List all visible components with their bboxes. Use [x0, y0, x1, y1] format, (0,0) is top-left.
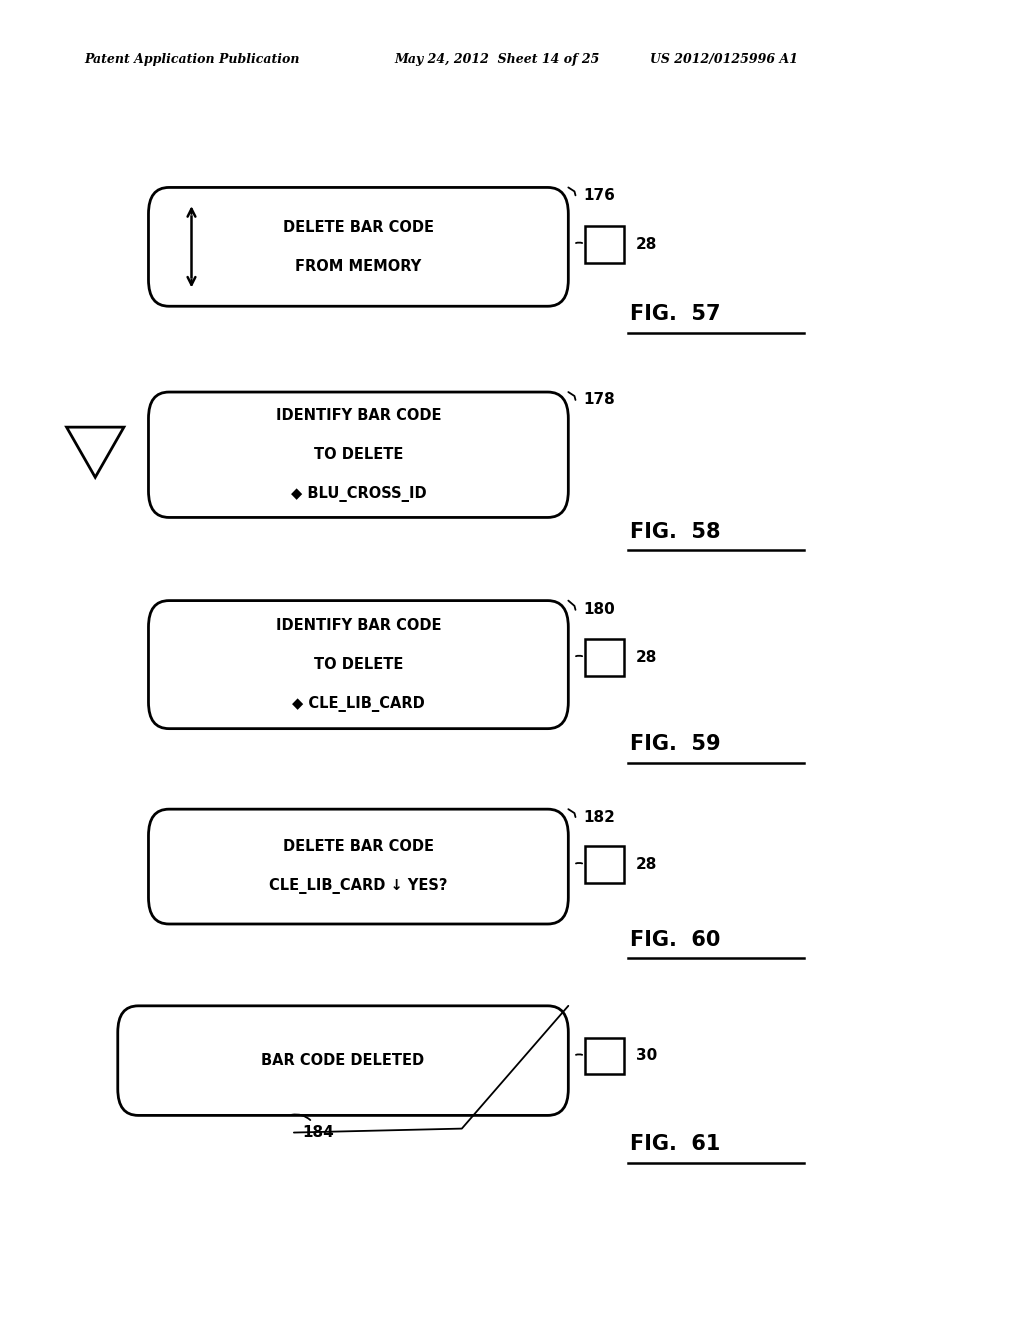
- Text: ◆ CLE_LIB_CARD: ◆ CLE_LIB_CARD: [292, 696, 425, 713]
- Text: US 2012/0125996 A1: US 2012/0125996 A1: [650, 53, 799, 66]
- Text: IDENTIFY BAR CODE: IDENTIFY BAR CODE: [275, 408, 441, 422]
- Text: FIG.  58: FIG. 58: [630, 521, 720, 543]
- Text: ◆ BLU_CROSS_ID: ◆ BLU_CROSS_ID: [291, 486, 426, 503]
- Text: IDENTIFY BAR CODE: IDENTIFY BAR CODE: [275, 618, 441, 632]
- FancyBboxPatch shape: [148, 809, 568, 924]
- Text: 28: 28: [636, 649, 657, 665]
- Text: 30: 30: [636, 1048, 657, 1064]
- Text: DELETE BAR CODE: DELETE BAR CODE: [283, 840, 434, 854]
- Text: BAR CODE DELETED: BAR CODE DELETED: [261, 1053, 425, 1068]
- Text: TO DELETE: TO DELETE: [313, 447, 403, 462]
- Text: FROM MEMORY: FROM MEMORY: [295, 259, 422, 275]
- Text: DELETE BAR CODE: DELETE BAR CODE: [283, 219, 434, 235]
- Bar: [585, 846, 624, 883]
- Text: FIG.  60: FIG. 60: [630, 929, 720, 950]
- FancyBboxPatch shape: [148, 392, 568, 517]
- Text: FIG.  61: FIG. 61: [630, 1134, 720, 1155]
- Text: 184: 184: [302, 1125, 334, 1140]
- FancyBboxPatch shape: [118, 1006, 568, 1115]
- Text: FIG.  57: FIG. 57: [630, 304, 720, 325]
- FancyBboxPatch shape: [148, 601, 568, 729]
- Text: May 24, 2012  Sheet 14 of 25: May 24, 2012 Sheet 14 of 25: [394, 53, 600, 66]
- Text: 178: 178: [584, 392, 615, 408]
- Text: CLE_LIB_CARD ↓ YES?: CLE_LIB_CARD ↓ YES?: [269, 878, 447, 895]
- Text: 180: 180: [584, 602, 615, 618]
- Text: Patent Application Publication: Patent Application Publication: [84, 53, 299, 66]
- Bar: [585, 226, 624, 263]
- FancyBboxPatch shape: [148, 187, 568, 306]
- Text: TO DELETE: TO DELETE: [313, 657, 403, 672]
- Text: 182: 182: [584, 809, 615, 825]
- Text: 176: 176: [584, 187, 615, 203]
- Text: 28: 28: [636, 236, 657, 252]
- Bar: [585, 639, 624, 676]
- Text: FIG.  59: FIG. 59: [630, 734, 721, 755]
- Bar: [585, 1038, 624, 1074]
- Text: 28: 28: [636, 857, 657, 873]
